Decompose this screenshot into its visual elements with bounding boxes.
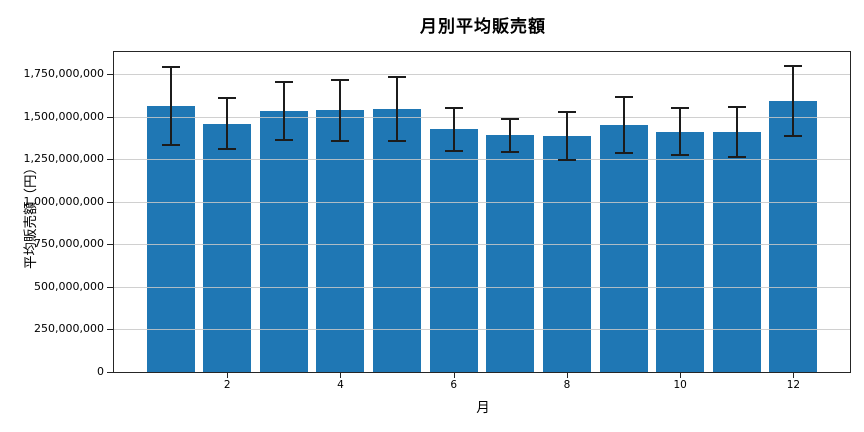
bar-month-4 bbox=[316, 110, 365, 372]
error-bar-cap-bottom-month-6 bbox=[444, 149, 463, 152]
error-bar-line-month-7 bbox=[509, 118, 512, 152]
x-tick-mark-8 bbox=[566, 373, 568, 378]
error-bar-cap-top-month-7 bbox=[501, 117, 520, 120]
x-tick-mark-6 bbox=[453, 373, 455, 378]
bar-month-8 bbox=[542, 136, 591, 372]
gridline-1,250,000,000 bbox=[114, 159, 850, 161]
y-tick-mark-0 bbox=[107, 372, 113, 373]
error-bar-line-month-10 bbox=[679, 108, 682, 156]
error-bar-cap-bottom-month-5 bbox=[388, 140, 407, 143]
bar-month-6 bbox=[429, 129, 478, 372]
x-tick-mark-10 bbox=[680, 373, 682, 378]
bar-month-11 bbox=[712, 131, 761, 372]
x-tick-label: 6 bbox=[450, 379, 458, 391]
error-bar-cap-top-month-10 bbox=[671, 107, 690, 110]
y-tick-label: 500,000,000 bbox=[34, 279, 104, 293]
gridline-500,000,000 bbox=[114, 286, 850, 288]
error-bar-cap-bottom-month-8 bbox=[557, 159, 576, 162]
error-bar-cap-top-month-2 bbox=[218, 97, 237, 100]
y-tick-label: 1,000,000,000 bbox=[23, 194, 104, 208]
chart-title: 月別平均販売額 bbox=[420, 17, 546, 37]
error-bar-cap-top-month-3 bbox=[274, 81, 293, 84]
error-bar-cap-top-month-6 bbox=[444, 106, 463, 109]
y-tick-label: 750,000,000 bbox=[34, 237, 104, 251]
y-tick-label: 1,250,000,000 bbox=[23, 152, 104, 166]
error-bar-cap-top-month-1 bbox=[161, 65, 180, 68]
error-bar-cap-top-month-4 bbox=[331, 79, 350, 82]
y-tick-mark-500,000,000 bbox=[107, 286, 113, 288]
error-bar-line-month-2 bbox=[226, 98, 229, 150]
error-bar-cap-bottom-month-9 bbox=[614, 152, 633, 155]
gridline-750,000,000 bbox=[114, 244, 850, 246]
error-bar-cap-bottom-month-1 bbox=[161, 144, 180, 147]
error-bar-line-month-11 bbox=[735, 106, 738, 157]
bar-month-2 bbox=[203, 123, 252, 372]
bar-month-7 bbox=[486, 135, 535, 372]
y-tick-mark-1,000,000,000 bbox=[107, 201, 113, 203]
bar-month-12 bbox=[769, 101, 818, 372]
y-tick-label: 1,500,000,000 bbox=[23, 109, 104, 123]
error-bar-cap-top-month-12 bbox=[784, 65, 803, 68]
bar-month-10 bbox=[656, 131, 705, 372]
x-axis-label: 月 bbox=[476, 400, 490, 416]
error-bar-line-month-4 bbox=[339, 80, 342, 141]
error-bar-line-month-8 bbox=[565, 111, 568, 161]
x-tick-mark-2 bbox=[227, 373, 229, 378]
error-bar-line-month-6 bbox=[452, 107, 455, 151]
plot-area bbox=[113, 51, 851, 373]
error-bar-cap-bottom-month-10 bbox=[671, 154, 690, 157]
error-bar-cap-bottom-month-4 bbox=[331, 139, 350, 142]
y-tick-mark-750,000,000 bbox=[107, 244, 113, 246]
y-axis-label: 平均販売額（円） bbox=[23, 161, 39, 269]
x-tick-mark-12 bbox=[793, 373, 795, 378]
error-bar-cap-top-month-9 bbox=[614, 96, 633, 99]
x-tick-label: 4 bbox=[337, 379, 344, 391]
bar-month-3 bbox=[259, 111, 308, 372]
x-tick-label: 2 bbox=[223, 379, 231, 391]
y-tick-mark-250,000,000 bbox=[107, 329, 113, 331]
gridline-1,750,000,000 bbox=[114, 74, 850, 76]
error-bar-line-month-9 bbox=[622, 97, 625, 154]
error-bar-cap-bottom-month-12 bbox=[784, 135, 803, 138]
y-tick-mark-1,750,000,000 bbox=[107, 74, 113, 76]
error-bar-line-month-1 bbox=[169, 66, 172, 146]
error-bar-cap-top-month-8 bbox=[557, 110, 576, 113]
x-tick-mark-4 bbox=[340, 373, 342, 378]
error-bar-line-month-12 bbox=[792, 66, 795, 137]
gridline-1,500,000,000 bbox=[114, 116, 850, 118]
error-bar-cap-top-month-5 bbox=[388, 76, 407, 79]
x-tick-label: 10 bbox=[673, 379, 687, 391]
bar-month-9 bbox=[599, 125, 648, 372]
error-bar-line-month-5 bbox=[396, 77, 399, 142]
error-bar-cap-bottom-month-3 bbox=[274, 139, 293, 142]
x-tick-label: 8 bbox=[563, 379, 571, 391]
x-tick-label: 12 bbox=[786, 379, 801, 391]
error-bar-cap-top-month-11 bbox=[727, 105, 746, 108]
gridline-1,000,000,000 bbox=[114, 201, 850, 203]
y-tick-label: 1,750,000,000 bbox=[23, 67, 104, 81]
y-tick-mark-1,500,000,000 bbox=[107, 116, 113, 118]
y-tick-label: 250,000,000 bbox=[34, 322, 104, 336]
gridline-250,000,000 bbox=[114, 329, 850, 331]
bar-month-1 bbox=[146, 106, 195, 372]
error-bar-cap-bottom-month-2 bbox=[218, 148, 237, 151]
error-bar-line-month-3 bbox=[282, 82, 285, 141]
error-bar-cap-bottom-month-7 bbox=[501, 150, 520, 153]
y-tick-label: 0 bbox=[97, 365, 104, 378]
error-bar-cap-bottom-month-11 bbox=[727, 155, 746, 158]
y-tick-mark-1,250,000,000 bbox=[107, 159, 113, 161]
bar-month-5 bbox=[373, 109, 422, 372]
